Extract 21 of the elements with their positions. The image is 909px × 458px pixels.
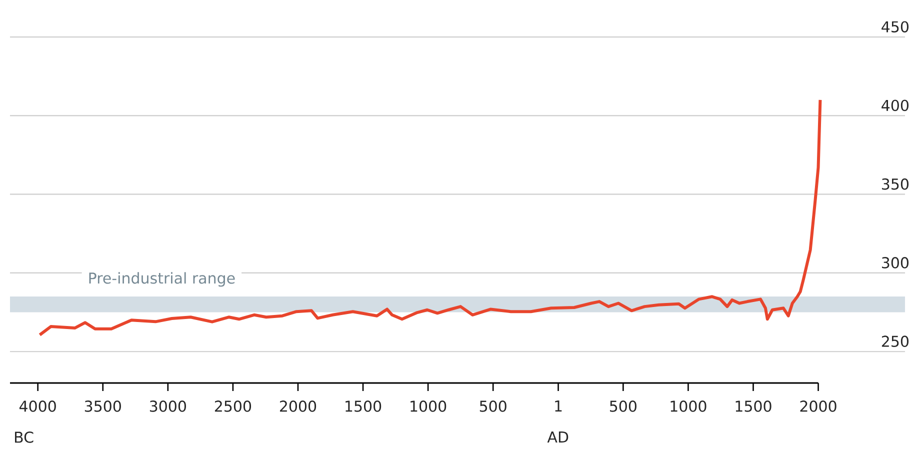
y-tick-label: 250 xyxy=(882,336,908,348)
x-tick-label: 1 xyxy=(555,400,562,412)
x-tick-label: 3500 xyxy=(84,400,121,412)
x-tick-label: 4000 xyxy=(19,400,56,412)
y-tick-label: 350 xyxy=(882,178,908,190)
x-tick-label: 1000 xyxy=(410,400,446,412)
x-tick-label: 1500 xyxy=(346,400,382,412)
band-label: Pre-industrial range xyxy=(89,272,235,287)
y-tick-label: 450 xyxy=(882,21,908,32)
x-tick-label: 3000 xyxy=(150,400,186,412)
text: BC xyxy=(15,432,34,443)
x-tick-label: 500 xyxy=(480,400,506,412)
x-tick-label: 2000 xyxy=(800,400,836,412)
y-tick-label: 300 xyxy=(882,257,908,268)
x-tick-label: 500 xyxy=(610,400,636,412)
x-tick-label: 2000 xyxy=(280,400,316,412)
text: AD xyxy=(547,432,568,442)
x-tick-label: 1000 xyxy=(670,400,706,412)
y-tick-label: 400 xyxy=(882,100,908,112)
x-tick-label: 2500 xyxy=(214,400,252,412)
x-tick-label: 1500 xyxy=(736,400,772,412)
